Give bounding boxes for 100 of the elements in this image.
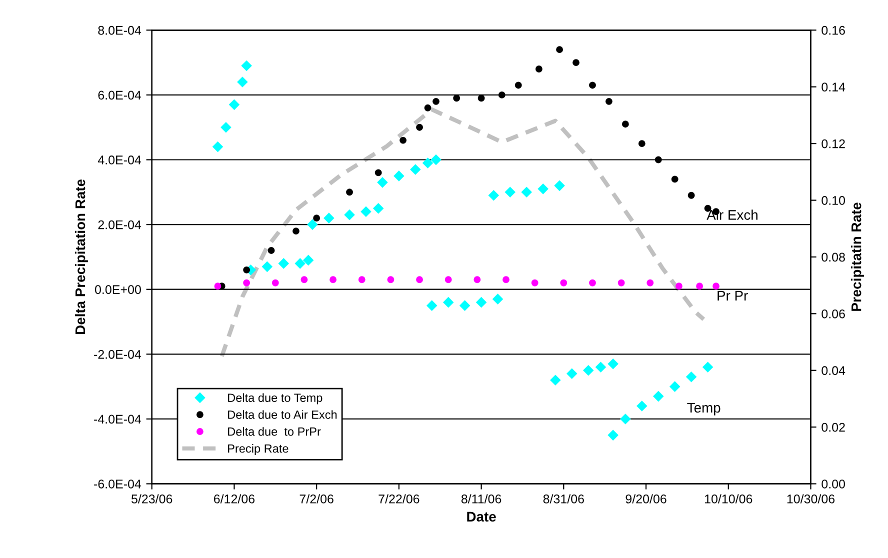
y-tick-label: -2.0E-04 — [94, 350, 142, 359]
point — [416, 124, 423, 131]
x-tick-label: 8/31/06 — [543, 494, 584, 504]
point — [608, 358, 618, 370]
point — [426, 300, 437, 311]
point — [550, 374, 561, 386]
point — [214, 282, 222, 290]
y-tick-label: 6.0E-04 — [98, 90, 142, 100]
point — [476, 297, 486, 308]
point — [262, 262, 272, 272]
point — [653, 391, 664, 402]
point — [294, 258, 306, 269]
point — [400, 136, 407, 144]
point — [622, 120, 629, 128]
x-tick-label: 9/20/06 — [626, 494, 666, 504]
point — [712, 282, 720, 290]
point — [671, 176, 678, 183]
x-tick-label: 7/2/06 — [300, 494, 334, 504]
point — [394, 170, 404, 182]
annotation: Temp — [687, 402, 720, 416]
x-tick-label: 10/30/06 — [787, 494, 835, 504]
point — [505, 187, 516, 198]
legend-label: Delta due to PrPr — [228, 427, 321, 436]
legend-label: Precip Rate — [228, 444, 288, 456]
point — [670, 381, 680, 392]
y2-tick-label: 0.02 — [822, 422, 845, 432]
point — [696, 282, 704, 290]
point — [410, 164, 421, 175]
point — [488, 190, 499, 201]
point — [538, 184, 548, 194]
point — [688, 192, 695, 199]
point — [638, 140, 646, 148]
point — [422, 158, 433, 168]
point — [636, 400, 648, 412]
point — [686, 372, 696, 382]
point — [556, 46, 564, 54]
point — [478, 94, 485, 102]
point — [654, 156, 662, 164]
point — [272, 279, 279, 286]
point — [502, 276, 510, 284]
y2-tick-label: 0.12 — [822, 139, 845, 148]
point — [268, 247, 275, 254]
point — [307, 219, 318, 230]
y-tick-label: 2.0E-04 — [98, 220, 142, 230]
point — [492, 294, 503, 304]
point — [360, 206, 372, 217]
y-tick-label: -6.0E-04 — [94, 480, 142, 488]
x-tick-label: 5/23/06 — [131, 494, 172, 504]
point — [292, 228, 300, 235]
legend-label: Delta due to Temp — [228, 393, 322, 404]
point — [358, 276, 366, 284]
point — [620, 414, 631, 424]
point — [241, 60, 252, 71]
point — [243, 279, 250, 286]
point — [560, 279, 568, 286]
point — [324, 212, 334, 224]
point — [514, 82, 522, 89]
legend-label: Delta due to Air Exch — [228, 410, 337, 419]
point — [498, 91, 506, 98]
point — [531, 279, 538, 286]
point — [589, 279, 596, 286]
point — [432, 98, 440, 105]
y2-tick-label: 0.10 — [822, 196, 845, 205]
point — [535, 66, 542, 72]
point — [373, 203, 384, 214]
point — [387, 276, 394, 284]
x-tick-label: 8/11/06 — [461, 494, 502, 504]
point — [313, 214, 320, 222]
point — [583, 365, 594, 376]
annotation: Pr Pr — [718, 290, 748, 300]
point — [416, 276, 423, 284]
y2-tick-label: 0.14 — [822, 82, 846, 92]
point — [377, 177, 388, 188]
point — [675, 282, 682, 290]
y-tick-label: 8.0E-04 — [98, 26, 142, 35]
point — [554, 180, 565, 191]
point — [237, 76, 248, 88]
point — [430, 154, 442, 165]
point — [521, 187, 532, 198]
point — [608, 430, 618, 440]
point — [344, 210, 355, 220]
point — [443, 297, 454, 308]
point — [424, 104, 432, 112]
point — [444, 276, 452, 284]
x-tick-label: 6/12/06 — [214, 494, 255, 504]
point — [566, 368, 578, 379]
y2-tick-label: 0.06 — [822, 309, 845, 318]
point — [474, 276, 481, 284]
point — [243, 266, 250, 274]
point — [460, 300, 470, 311]
y2-axis-title: Precipitatin Rate — [851, 202, 864, 311]
point — [212, 142, 223, 152]
y-tick-label: -4.0E-04 — [94, 414, 142, 424]
point — [572, 59, 580, 66]
point — [303, 255, 314, 266]
x-axis-title: Date — [467, 512, 496, 522]
y2-tick-label: 0.16 — [822, 26, 845, 35]
point — [278, 258, 289, 269]
point — [220, 122, 232, 132]
point — [229, 100, 240, 110]
